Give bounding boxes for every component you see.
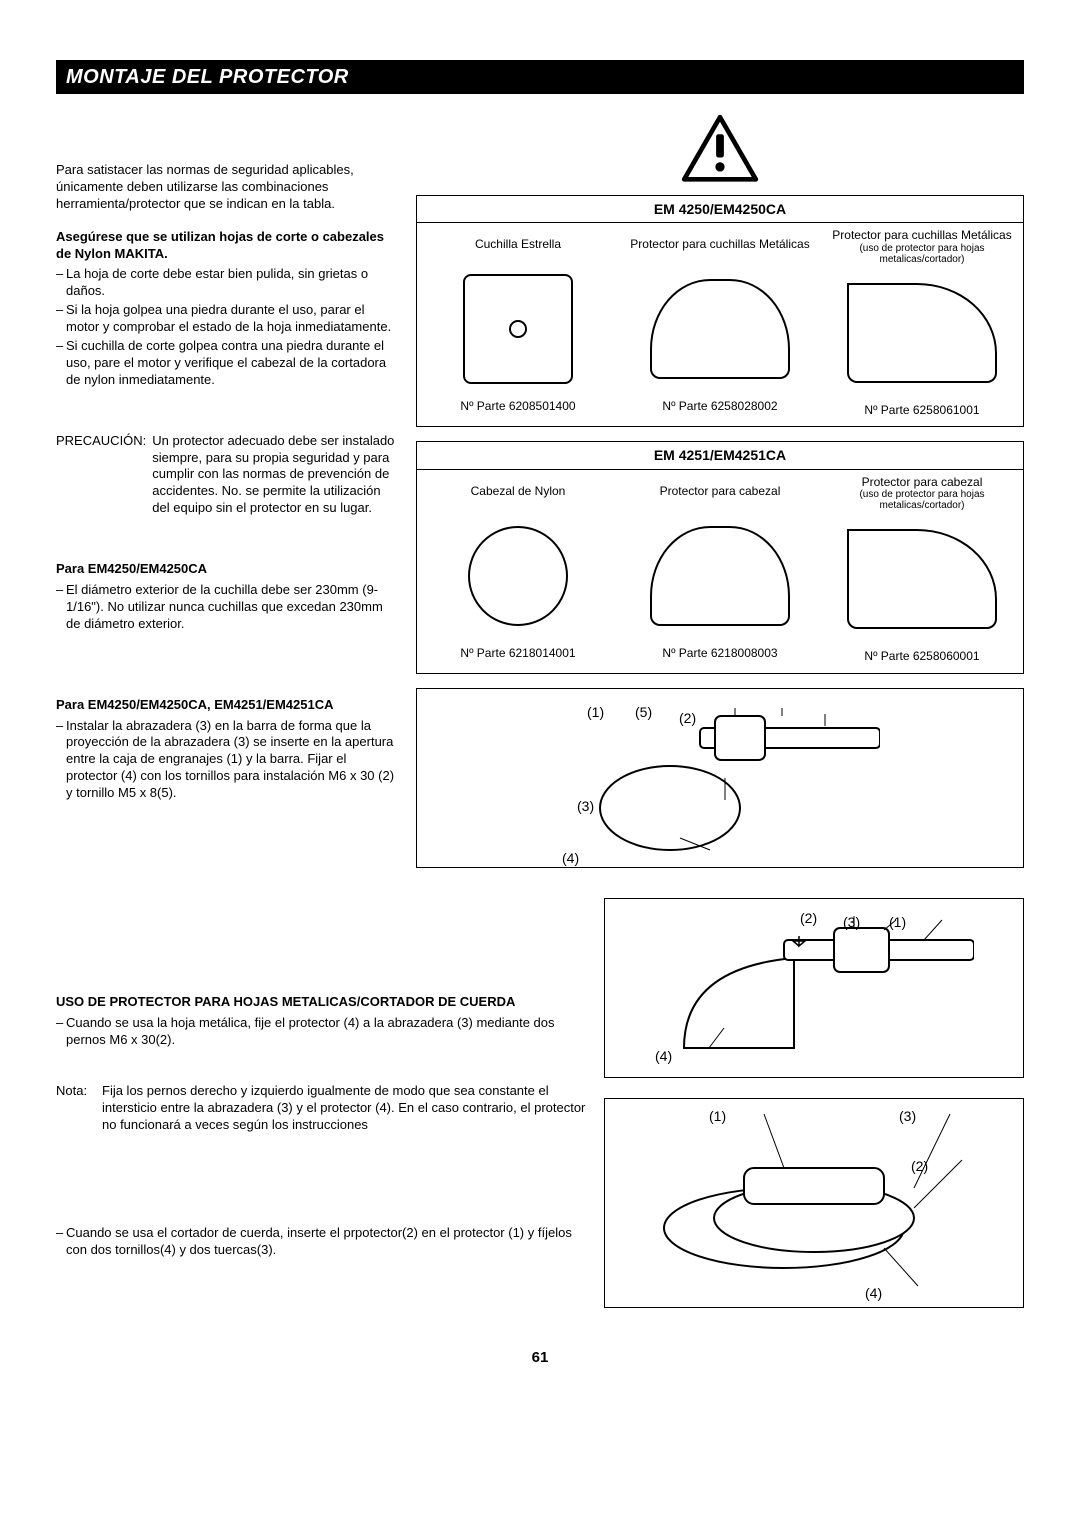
model-cell: Protector para cuchillas Metálicas(uso d… <box>821 223 1023 426</box>
bullet-text: La hoja de corte debe estar bien pulida,… <box>66 266 398 300</box>
page-number: 61 <box>56 1348 1024 1368</box>
cell-title: Protector para cuchillas Metálicas <box>630 238 809 252</box>
callout-number: (4) <box>865 1284 882 1302</box>
model-cell: Protector para cabezal Nº Parte 621800800… <box>619 470 821 673</box>
part-diagram <box>421 269 615 389</box>
table-em4251: EM 4251/EM4251CA Cabezal de Nylon Nº Part… <box>416 441 1024 674</box>
left-column: Para satistacer las normas de seguridad … <box>56 114 398 888</box>
nota-block: Nota: Fija los pernos derecho y izquierd… <box>56 1083 586 1134</box>
model-cell: Protector para cuchillas Metálicas Nº Par… <box>619 223 821 426</box>
precaution-label: PRECAUCIÓN: <box>56 433 146 517</box>
cell-title: Protector para cabezal <box>825 476 1019 490</box>
callout-number: (5) <box>635 703 652 721</box>
callout-number: (2) <box>800 909 817 927</box>
model-cell: Cuchilla Estrella Nº Parte 6208501400 <box>417 223 619 426</box>
precaution-text: Un protector adecuado debe ser instalado… <box>152 433 398 517</box>
model-cell: Cabezal de Nylon Nº Parte 6218014001 <box>417 470 619 673</box>
callout-number: (3) <box>843 913 860 931</box>
part-number: Nº Parte 6208501400 <box>460 399 575 415</box>
precaution-block: PRECAUCIÓN: Un protector adecuado debe s… <box>56 433 398 517</box>
makita-warning: Asegúrese que se utilizan hojas de corte… <box>56 229 398 263</box>
table-em4250: EM 4250/EM4250CA Cuchilla Estrella Nº Par… <box>416 195 1024 428</box>
part-number: Nº Parte 6218008003 <box>662 646 777 662</box>
intro-text: Para satistacer las normas de seguridad … <box>56 162 398 213</box>
nota-text: Fija los pernos derecho y izquierdo igua… <box>102 1083 586 1134</box>
part-diagram <box>623 516 817 636</box>
cell-subtitle: (uso de protector para hojas metalicas/c… <box>825 489 1019 511</box>
callout-number: (1) <box>709 1107 726 1125</box>
table1-model: EM 4250/EM4250CA <box>417 196 1023 223</box>
warning-triangle-icon <box>680 114 760 184</box>
callout-number: (1) <box>587 703 604 721</box>
nota-label: Nota: <box>56 1083 96 1134</box>
callout-number: (2) <box>911 1157 928 1175</box>
cord-bullet-text: Cuando se usa el cortador de cuerda, ins… <box>66 1225 586 1259</box>
part-diagram <box>421 516 615 636</box>
bullet-list-1: –La hoja de corte debe estar bien pulida… <box>56 266 398 388</box>
right-column: EM 4250/EM4250CA Cuchilla Estrella Nº Par… <box>416 114 1024 888</box>
both-models-heading: Para EM4250/EM4250CA, EM4251/EM4251CA <box>56 697 398 714</box>
table2-model: EM 4251/EM4251CA <box>417 442 1023 469</box>
lower-right-column: (2) (3) (1) (4) (1) (3) (2) (4) <box>604 898 1024 1328</box>
cell-title: Protector para cabezal <box>660 485 781 499</box>
callout-number: (4) <box>655 1047 672 1065</box>
page-title: MONTAJE DEL PROTECTOR <box>56 60 1024 94</box>
part-number: Nº Parte 6218014001 <box>460 646 575 662</box>
part-number: Nº Parte 6258060001 <box>864 649 979 665</box>
em4250-bullet-text: El diámetro exterior de la cuchilla debe… <box>66 582 398 633</box>
part-diagram <box>825 519 1019 639</box>
callout-number: (3) <box>899 1107 916 1125</box>
part-diagram <box>825 273 1019 393</box>
part-diagram <box>623 269 817 389</box>
cell-title: Protector para cuchillas Metálicas <box>825 229 1019 243</box>
assembly-diagram-2: (2) (3) (1) (4) <box>604 898 1024 1078</box>
cell-title: Cabezal de Nylon <box>471 485 566 499</box>
uso-heading: USO DE PROTECTOR PARA HOJAS METALICAS/CO… <box>56 994 586 1011</box>
lower-left-column: USO DE PROTECTOR PARA HOJAS METALICAS/CO… <box>56 898 586 1328</box>
cell-title: Cuchilla Estrella <box>475 238 561 252</box>
model-cell: Protector para cabezal(uso de protector … <box>821 470 1023 673</box>
callout-number: (2) <box>679 709 696 727</box>
both-models-bullet: –Instalar la abrazadera (3) en la barra … <box>56 718 398 802</box>
both-models-bullet-text: Instalar la abrazadera (3) en la barra d… <box>66 718 398 802</box>
assembly-diagram-1: (1) (5) (2) (3) (4) <box>416 688 1024 868</box>
bullet-text: Si cuchilla de corte golpea contra una p… <box>66 338 398 389</box>
bullet-text: Si la hoja golpea una piedra durante el … <box>66 302 398 336</box>
part-number: Nº Parte 6258028002 <box>662 399 777 415</box>
callout-number: (3) <box>577 797 594 815</box>
part-number: Nº Parte 6258061001 <box>864 403 979 419</box>
callout-number: (4) <box>562 849 579 867</box>
callout-number: (1) <box>889 913 906 931</box>
uso-bullet-text: Cuando se usa la hoja metálica, fije el … <box>66 1015 586 1049</box>
em4250-bullet: –El diámetro exterior de la cuchilla deb… <box>56 582 398 633</box>
assembly-diagram-3: (1) (3) (2) (4) <box>604 1098 1024 1308</box>
cell-subtitle: (uso de protector para hojas metalicas/c… <box>825 243 1019 265</box>
em4250-heading: Para EM4250/EM4250CA <box>56 561 398 578</box>
